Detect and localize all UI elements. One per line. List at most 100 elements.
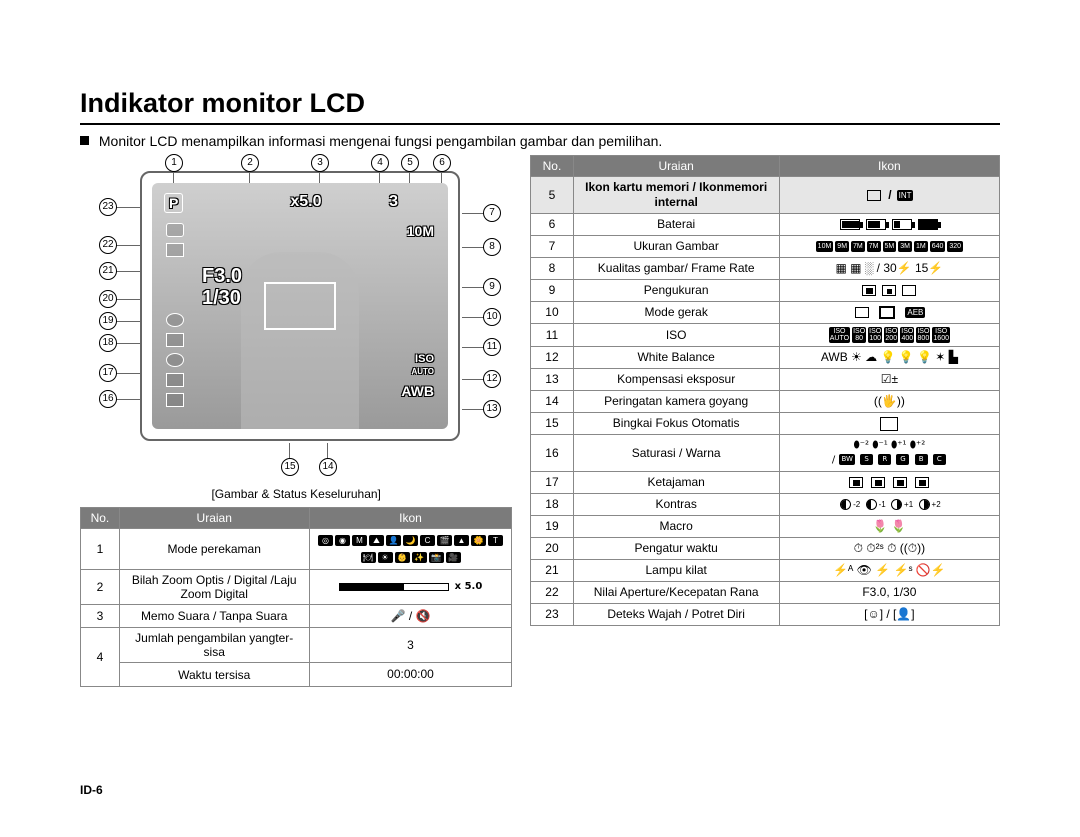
size-icon: 9M: [835, 241, 849, 252]
page-title: Indikator monitor LCD: [80, 88, 1000, 125]
callout-15: 15: [281, 458, 299, 476]
cell-no: 6: [531, 214, 573, 236]
size-icon: 3M: [898, 241, 912, 252]
cell-ikon: ((🖐)): [779, 391, 999, 413]
mode-icon: 👶: [395, 552, 410, 563]
cell-no: 19: [531, 516, 573, 538]
cell-uraian: Kompensasi eksposur: [573, 369, 779, 391]
callout-9: 9: [483, 278, 501, 296]
cell-no: 10: [531, 302, 573, 324]
intro-bullet-icon: [80, 136, 89, 145]
callout-lead: [116, 207, 140, 208]
single-icon: [855, 307, 869, 318]
callout-14: 14: [319, 458, 337, 476]
callout-17: 17: [99, 364, 117, 382]
flash-icon: [166, 243, 184, 257]
awb-label: AWB: [401, 383, 434, 399]
iso-icon: ISO400: [900, 327, 914, 343]
cell-ikon: 10M9M7M7M5M3M1M640320: [779, 236, 999, 258]
cell-no: 12: [531, 347, 573, 369]
sharp-icon: [871, 477, 885, 488]
cell-uraian: Peringatan kamera goyang: [573, 391, 779, 413]
iso-icon: ISO1600: [932, 327, 950, 343]
battery-icon: [918, 219, 938, 230]
cell-ikon: 3: [309, 628, 512, 663]
size-icon: 7M: [851, 241, 865, 252]
lcd-screen: P x5.0 3 F3.0 1/30 10M ISO AUTO AWB: [152, 183, 448, 429]
cell-uraian: Deteks Wajah / Potret Diri: [573, 604, 779, 626]
callout-lead: [116, 343, 140, 344]
cell-uraian: Bingkai Fokus Otomatis: [573, 413, 779, 435]
cell-no: 5: [531, 177, 573, 214]
sat-icon: [166, 393, 184, 407]
cell-ikon: ◎◉M⛰👤🌙C🎬▲🌼T🍽☀👶✨📸🎥: [309, 529, 512, 570]
cell-ikon: ▦ ▦ ░ / 30⚡ 15⚡: [779, 258, 999, 280]
cell-no: 8: [531, 258, 573, 280]
contrast-icon: [891, 499, 902, 510]
callout-1: 1: [165, 154, 183, 172]
callout-lead: [116, 399, 140, 400]
table-row: 3Memo Suara / Tanpa Suara🎤 / 🔇: [81, 604, 512, 628]
cell-ikon: 00:00:00: [309, 663, 512, 687]
lcd-diagram: P x5.0 3 F3.0 1/30 10M ISO AUTO AWB: [80, 157, 512, 487]
callout-23: 23: [99, 198, 117, 216]
cell-uraian: Macro: [573, 516, 779, 538]
size-icon: 320: [947, 241, 963, 252]
table-row: 23Deteks Wajah / Potret Diri[☺] / [👤]: [531, 604, 1000, 626]
sample-photo: [241, 252, 359, 429]
mode-icon: C: [420, 535, 435, 546]
contrast-icon: [866, 499, 877, 510]
iso-icon: ISO800: [916, 327, 930, 343]
sat-icons: ⬮⁻² ⬮⁻¹ ⬮⁺¹ ⬮⁺²: [853, 440, 925, 453]
contrast-icon: [919, 499, 930, 510]
cell-uraian: Mode perekaman: [119, 529, 309, 570]
callout-lead: [379, 171, 380, 183]
callout-4: 4: [371, 154, 389, 172]
image-size-badge: 10M: [407, 223, 434, 239]
cell-uraian: Mode gerak: [573, 302, 779, 324]
mode-icon: 🎬: [437, 535, 452, 546]
callout-lead: [116, 299, 140, 300]
callout-18: 18: [99, 334, 117, 352]
callout-lead: [462, 247, 484, 248]
cell-uraian: White Balance: [573, 347, 779, 369]
th-no: No.: [81, 508, 120, 529]
cell-no: 3: [81, 604, 120, 628]
meter-spot-icon: [882, 285, 896, 296]
table-row: 9Pengukuran: [531, 280, 1000, 302]
table-row: 4Jumlah pengambilan yangter-sisa3: [81, 628, 512, 663]
table-row: 10Mode gerak AEB: [531, 302, 1000, 324]
callout-lead: [289, 443, 290, 459]
meter-center-icon: [902, 285, 916, 296]
cell-ikon: [779, 214, 999, 236]
size-icon: 640: [930, 241, 946, 252]
table-row: 8Kualitas gambar/ Frame Rate▦ ▦ ░ / 30⚡ …: [531, 258, 1000, 280]
callout-7: 7: [483, 204, 501, 222]
cell-no: 9: [531, 280, 573, 302]
cell-ikon: F3.0, 1/30: [779, 582, 999, 604]
iso-label: ISO: [415, 353, 434, 365]
callout-lead: [441, 171, 442, 183]
page-number: ID-6: [80, 783, 103, 797]
callout-22: 22: [99, 236, 117, 254]
mode-icon: 👤: [386, 535, 401, 546]
intro-text: Monitor LCD menampilkan informasi mengen…: [80, 133, 1000, 149]
iso-icon: ISO200: [884, 327, 898, 343]
color-icons: / BW S R G B C: [832, 454, 947, 467]
table-row: 21Lampu kilat⚡ᴬ 👁 ⚡ ⚡ˢ 🚫⚡: [531, 560, 1000, 582]
aeb-icon: AEB: [905, 307, 925, 318]
table-header-row: No. Uraian Ikon: [531, 156, 1000, 177]
mode-icon: 🍽: [361, 552, 376, 563]
iso-icon: ISO80: [852, 327, 866, 343]
callout-5: 5: [401, 154, 419, 172]
callout-20: 20: [99, 290, 117, 308]
battery-icon: [892, 219, 912, 230]
cell-no: 23: [531, 604, 573, 626]
meter-multi-icon: [862, 285, 876, 296]
aperture-value: F3.0: [202, 265, 242, 288]
contrast-icon: [840, 499, 851, 510]
cell-no: 20: [531, 538, 573, 560]
callout-lead: [462, 213, 484, 214]
mode-icon: 📸: [429, 552, 444, 563]
cell-ikon: [779, 472, 999, 494]
